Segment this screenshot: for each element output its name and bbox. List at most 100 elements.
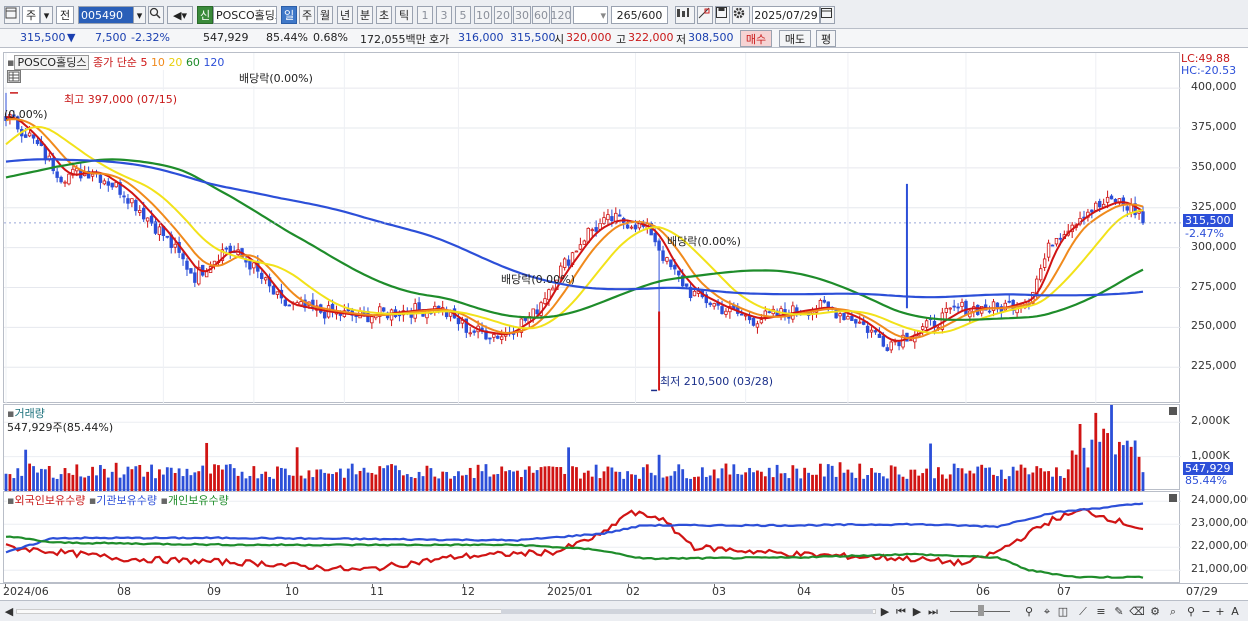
sell-button[interactable]: 매도 — [779, 30, 811, 47]
plus-icon[interactable]: + — [1215, 605, 1225, 618]
date-value[interactable]: 2025/07/29 — [754, 8, 818, 22]
interval-60-button[interactable]: 60 — [532, 6, 550, 24]
price-chart-pane[interactable]: ▪ POSCO홀딩스 종가 단순 5 10 20 60 120 최고 397,00… — [3, 52, 1181, 404]
draw-icon[interactable]: ✎ — [1114, 605, 1124, 618]
volume-bar — [618, 471, 622, 491]
market-select[interactable]: 주 — [22, 6, 40, 24]
zoom-icon[interactable]: ⚲ — [1186, 605, 1196, 618]
lc-label: LC:49.88 — [1181, 52, 1231, 65]
first-page-icon[interactable]: ⏮ — [896, 604, 906, 618]
volume-pane-close-icon[interactable] — [1169, 407, 1177, 415]
candle-body — [370, 316, 374, 324]
zoom-slider-handle[interactable] — [978, 605, 984, 616]
candle-body — [877, 333, 882, 338]
gear-icon[interactable] — [732, 6, 750, 24]
volume-bar — [952, 463, 956, 491]
candle-body — [86, 170, 91, 179]
stock-name-field[interactable]: POSCO홀딩스 — [213, 6, 277, 24]
stock-code-input[interactable]: 005490 — [78, 6, 134, 24]
volume-bar — [283, 468, 287, 491]
scroll-thumb[interactable] — [501, 609, 873, 614]
volume-chart-pane[interactable]: ▪거래량 547,929주(85.44%) — [3, 404, 1181, 491]
period-week-button[interactable]: 주 — [299, 6, 315, 24]
x-tick-mark — [287, 584, 288, 588]
volume-bar — [968, 470, 972, 491]
period-minute-button[interactable]: 분 — [357, 6, 373, 24]
interval-30-button[interactable]: 30 — [513, 6, 531, 24]
code-dropdown-icon[interactable]: ▾ — [133, 6, 146, 24]
date-field[interactable]: 2025/07/29 — [752, 6, 820, 24]
table-toggle-icon[interactable] — [7, 70, 21, 83]
scroll-right-icon[interactable]: ▶ — [880, 605, 890, 618]
candle-body — [861, 321, 866, 325]
candle-body — [657, 240, 661, 251]
volume-bar — [689, 478, 692, 491]
period-second-button[interactable]: 초 — [376, 6, 392, 24]
interval-1-button[interactable]: 1 — [417, 6, 433, 24]
chart-tools-icon[interactable] — [675, 6, 695, 24]
volume-bar — [933, 478, 936, 491]
sound-icon[interactable]: ◀▾ — [167, 6, 193, 24]
calendar-icon[interactable] — [820, 6, 835, 24]
volume-bar — [889, 465, 893, 491]
volume-bar — [516, 470, 519, 491]
fib-icon[interactable]: ≡ — [1096, 605, 1106, 618]
minus-icon[interactable]: − — [1201, 605, 1211, 618]
period-tick-button[interactable]: 틱 — [395, 6, 413, 24]
prev-select[interactable]: 전 — [56, 6, 74, 24]
scroll-track[interactable] — [16, 609, 876, 614]
scroll-left-icon[interactable]: ◀ — [4, 605, 14, 618]
volume-bar — [386, 465, 390, 491]
volume-bar — [1070, 450, 1074, 491]
legend-marker: ▪ — [7, 56, 15, 69]
erase-icon[interactable]: ⌫ — [1129, 605, 1145, 618]
trend-line-icon[interactable]: ⟋ — [1079, 604, 1087, 618]
layout-icon[interactable] — [4, 6, 20, 24]
volume-bar — [354, 474, 358, 491]
legend-individual: 개인보유수량 — [167, 494, 229, 507]
holdings-y-tick: 22,000,000 — [1191, 539, 1248, 553]
eval-button[interactable]: 평 — [816, 30, 836, 47]
font-size-icon[interactable]: A — [1231, 605, 1239, 618]
volume-bar — [350, 463, 354, 491]
candle-body — [299, 301, 303, 306]
candle-body — [492, 334, 496, 338]
legend-stock-name[interactable]: POSCO홀딩스 — [14, 55, 90, 70]
volume-bar — [217, 465, 220, 491]
candle-body — [1133, 203, 1137, 216]
count-input[interactable]: 265 — [616, 8, 638, 22]
count-field[interactable]: 265/600 — [611, 6, 668, 24]
interval-dropdown[interactable]: ▾ — [573, 6, 608, 24]
market-dropdown-icon[interactable]: ▾ — [40, 6, 53, 24]
volume-bar — [1102, 428, 1106, 491]
period-month-button[interactable]: 월 — [317, 6, 333, 24]
settings-icon[interactable]: ⚙ — [1150, 605, 1160, 618]
save-icon[interactable] — [715, 6, 730, 24]
zoom-search-icon[interactable]: ⚲ — [1024, 605, 1034, 618]
candle-body — [59, 176, 63, 183]
play-icon[interactable]: ▶ — [912, 605, 922, 618]
measure-icon[interactable]: ⌕ — [1169, 604, 1177, 618]
search-icon[interactable] — [148, 6, 164, 24]
draw-line-icon[interactable] — [697, 6, 713, 24]
holdings-chart-pane[interactable]: ▪외국인보유수량 ▪기관보유수량 ▪개인보유수량 — [3, 491, 1181, 583]
interval-20-button[interactable]: 20 — [494, 6, 512, 24]
period-day-button[interactable]: 일 — [281, 6, 297, 24]
buy-button[interactable]: 매수 — [740, 30, 772, 47]
interval-120-button[interactable]: 120 — [551, 6, 571, 24]
x-tick-label: 08 — [117, 585, 131, 598]
volume-bar — [1051, 476, 1054, 491]
volume-bar — [783, 473, 787, 491]
interval-5-button[interactable]: 5 — [455, 6, 471, 24]
shin-badge[interactable]: 신 — [197, 6, 213, 24]
interval-10-button[interactable]: 10 — [474, 6, 492, 24]
period-year-button[interactable]: 년 — [337, 6, 353, 24]
legend-ma60: 60 — [185, 56, 200, 69]
window-icon[interactable]: ◫ — [1057, 605, 1069, 618]
holdings-pane-close-icon[interactable] — [1169, 494, 1177, 502]
last-page-icon[interactable]: ⏭ — [928, 604, 938, 618]
x-tick-mark — [799, 584, 800, 588]
crosshair-icon[interactable]: ⌖ — [1043, 604, 1051, 618]
interval-3-button[interactable]: 3 — [436, 6, 452, 24]
volume-bar — [956, 468, 960, 491]
